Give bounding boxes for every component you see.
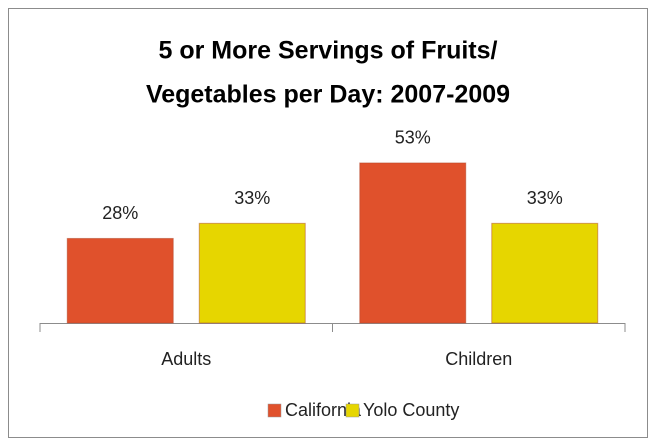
- data-label: 53%: [395, 128, 431, 148]
- x-tick-label: Children: [445, 349, 512, 369]
- bar: [491, 222, 599, 324]
- legend-label: California: [285, 400, 362, 420]
- data-label: 33%: [527, 188, 563, 208]
- x-tick-label: Adults: [161, 349, 211, 369]
- bar: [198, 222, 306, 324]
- data-label: 33%: [234, 188, 270, 208]
- data-label: 28%: [102, 203, 138, 223]
- bar: [359, 162, 467, 324]
- chart-title: 5 or More Servings of Fruits/: [159, 37, 498, 65]
- chart-title: Vegetables per Day: 2007-2009: [146, 81, 510, 109]
- legend-swatch: [345, 403, 360, 418]
- legend-swatch: [267, 403, 282, 418]
- legend-label: Yolo County: [363, 400, 459, 420]
- bar: [66, 237, 174, 324]
